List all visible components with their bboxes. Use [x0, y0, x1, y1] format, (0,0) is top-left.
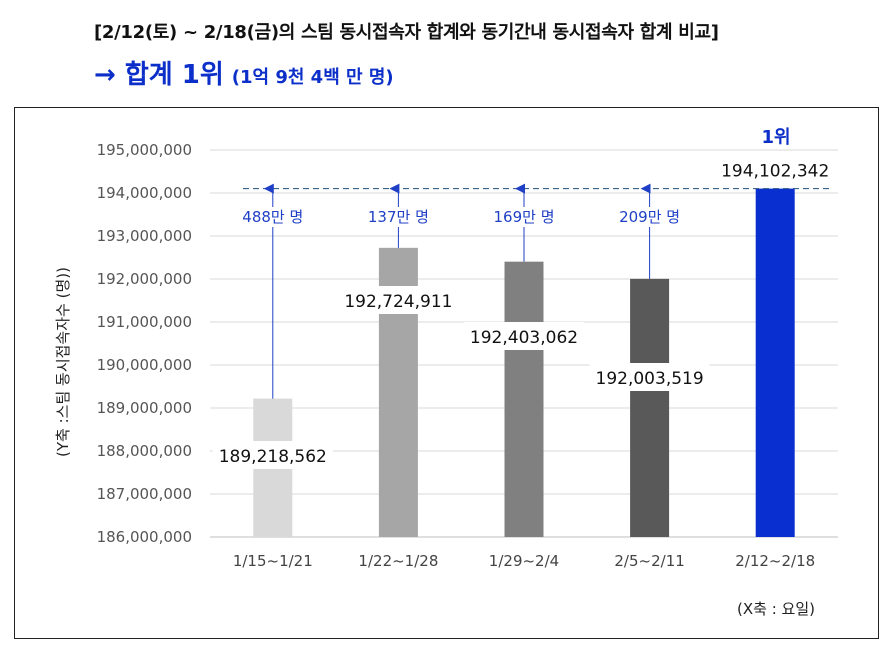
- y-tick-label: 186,000,000: [97, 528, 192, 546]
- value-label-bg: [464, 322, 584, 350]
- difference-label: 169만 명: [494, 208, 555, 226]
- x-tick-label: 2/12~2/18: [735, 552, 815, 570]
- y-tick-label: 190,000,000: [97, 356, 192, 374]
- y-tick-label: 195,000,000: [97, 141, 192, 159]
- difference-arrows: 488만 명 137만 명 169만 명 209만 명: [232, 183, 690, 399]
- bar: [630, 278, 670, 537]
- value-label: 192,003,519: [596, 369, 704, 389]
- value-label: 192,724,911: [344, 292, 452, 312]
- chart-subtitle: → 합계 1위 (1억 9천 4백 만 명): [94, 54, 394, 91]
- value-label: 189,218,562: [219, 447, 327, 467]
- y-tick-label: 192,000,000: [97, 270, 192, 288]
- bar: [755, 188, 795, 537]
- rank-label: 1위: [761, 127, 790, 148]
- value-label-bg: [589, 363, 710, 391]
- y-tick-label: 191,000,000: [97, 313, 192, 331]
- x-axis-label: (X축 : 요일): [737, 600, 815, 618]
- value-label: 194,102,342: [721, 162, 829, 182]
- difference-label-bg: [484, 207, 564, 227]
- y-tick-label: 188,000,000: [97, 442, 192, 460]
- difference-label-bg: [609, 207, 690, 227]
- value-labels: 189,218,562 192,724,911 192,403,062 192,003…: [212, 162, 829, 469]
- difference-label: 488만 명: [242, 208, 303, 226]
- x-tick-label: 1/15~1/21: [233, 552, 313, 570]
- chart-frame: [14, 107, 879, 639]
- x-tick-label: 1/22~1/28: [358, 552, 438, 570]
- value-label-bg: [338, 286, 459, 314]
- value-label-bg: [212, 441, 333, 469]
- difference-label-bg: [358, 207, 439, 227]
- y-tick-label: 193,000,000: [97, 227, 192, 245]
- y-axis-ticks: 186,000,000 187,000,000 188,000,000 189,000…: [97, 141, 192, 546]
- y-axis-label: (Y축 :스팀 동시접속자수 (명)): [54, 267, 72, 457]
- y-tick-label: 194,000,000: [97, 184, 192, 202]
- difference-label: 209만 명: [619, 208, 680, 226]
- bar: [504, 261, 544, 537]
- x-tick-label: 1/29~2/4: [489, 552, 559, 570]
- y-tick-label: 189,000,000: [97, 399, 192, 417]
- difference-label-bg: [232, 207, 313, 227]
- x-tick-label: 2/5~2/11: [614, 552, 684, 570]
- value-label: 192,403,062: [470, 328, 578, 348]
- x-axis-ticks: 1/15~1/21 1/22~1/28 1/29~2/4 2/5~2/11 2/12~2…: [233, 552, 815, 570]
- subtitle-rank: → 합계 1위: [94, 60, 224, 90]
- y-tick-label: 187,000,000: [97, 485, 192, 503]
- subtitle-note: (1억 9천 4백 만 명): [231, 67, 394, 88]
- difference-label: 137만 명: [368, 208, 429, 226]
- chart-title: [2/12(토) ~ 2/18(금)의 스팀 동시접속자 합계와 동기간내 동시…: [94, 22, 719, 43]
